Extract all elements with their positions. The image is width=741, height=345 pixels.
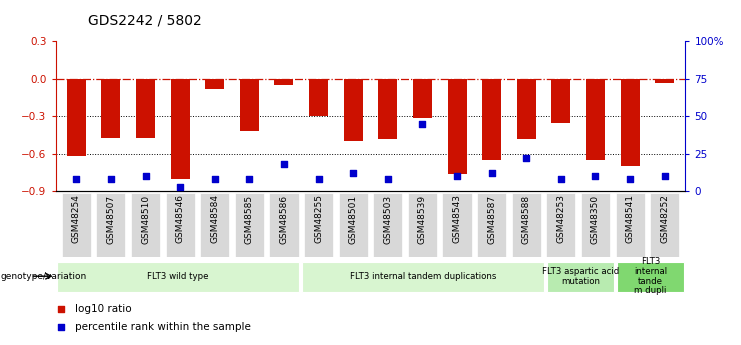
Bar — [270, 193, 299, 257]
Bar — [512, 193, 541, 257]
Text: genotype/variation: genotype/variation — [1, 272, 87, 281]
Point — [348, 171, 359, 176]
Bar — [344, 79, 362, 141]
Bar — [379, 79, 397, 139]
Bar — [57, 262, 299, 292]
Point — [416, 121, 428, 127]
Bar — [448, 79, 467, 174]
Text: log10 ratio: log10 ratio — [76, 304, 132, 314]
Bar — [170, 79, 190, 179]
Bar — [302, 262, 544, 292]
Bar — [551, 79, 571, 123]
Bar — [650, 193, 679, 257]
Bar — [166, 193, 195, 257]
Bar — [616, 193, 645, 257]
Text: GSM48586: GSM48586 — [279, 195, 288, 244]
Point — [278, 162, 290, 167]
Bar — [655, 79, 674, 83]
Point — [244, 177, 256, 182]
Bar — [546, 193, 575, 257]
Text: GSM48585: GSM48585 — [245, 195, 254, 244]
Text: GSM48584: GSM48584 — [210, 195, 219, 244]
Bar — [240, 79, 259, 131]
Bar — [96, 193, 125, 257]
Text: GSM48539: GSM48539 — [418, 195, 427, 244]
Text: GSM48255: GSM48255 — [314, 195, 323, 244]
Text: GSM48546: GSM48546 — [176, 195, 185, 244]
Point — [451, 174, 463, 179]
Text: GSM48503: GSM48503 — [383, 195, 392, 244]
Point — [382, 177, 393, 182]
Bar — [67, 79, 86, 156]
Point — [209, 177, 221, 182]
Bar — [205, 79, 225, 89]
Bar — [516, 79, 536, 139]
Point — [590, 174, 602, 179]
Point — [55, 306, 67, 312]
Text: GSM48252: GSM48252 — [660, 195, 669, 243]
Bar — [136, 79, 155, 138]
Bar — [102, 79, 121, 138]
Text: FLT3 wild type: FLT3 wild type — [147, 272, 209, 281]
Text: FLT3
internal
tande
m dupli: FLT3 internal tande m dupli — [634, 257, 667, 295]
Text: FLT3 internal tandem duplications: FLT3 internal tandem duplications — [350, 272, 496, 281]
Bar — [620, 79, 639, 166]
Text: FLT3 aspartic acid
mutation: FLT3 aspartic acid mutation — [542, 267, 619, 286]
Text: GDS2242 / 5802: GDS2242 / 5802 — [87, 14, 202, 28]
Bar — [482, 79, 501, 160]
Point — [659, 174, 671, 179]
Text: GSM48510: GSM48510 — [141, 195, 150, 244]
Bar — [304, 193, 333, 257]
Bar — [477, 193, 506, 257]
Point — [174, 184, 186, 190]
Bar — [339, 193, 368, 257]
Point — [520, 156, 532, 161]
Point — [105, 177, 117, 182]
Text: GSM48587: GSM48587 — [487, 195, 496, 244]
Bar — [408, 193, 437, 257]
Bar — [62, 193, 91, 257]
Text: GSM48541: GSM48541 — [625, 195, 634, 244]
Point — [70, 177, 82, 182]
Bar — [581, 193, 610, 257]
Bar — [309, 79, 328, 117]
Bar — [442, 193, 471, 257]
Point — [624, 177, 636, 182]
Point — [55, 324, 67, 330]
Point — [313, 177, 325, 182]
Point — [139, 174, 151, 179]
Bar — [547, 262, 614, 292]
Bar — [274, 79, 293, 85]
Text: GSM48501: GSM48501 — [349, 195, 358, 244]
Bar — [200, 193, 229, 257]
Bar — [373, 193, 402, 257]
Text: GSM48254: GSM48254 — [72, 195, 81, 243]
Text: GSM48543: GSM48543 — [453, 195, 462, 244]
Bar — [131, 193, 160, 257]
Bar — [235, 193, 264, 257]
Text: percentile rank within the sample: percentile rank within the sample — [76, 322, 251, 332]
Point — [485, 171, 497, 176]
Text: GSM48253: GSM48253 — [556, 195, 565, 244]
Bar — [413, 79, 432, 118]
Text: GSM48588: GSM48588 — [522, 195, 531, 244]
Bar — [617, 262, 684, 292]
Bar — [586, 79, 605, 160]
Text: GSM48350: GSM48350 — [591, 195, 600, 244]
Point — [555, 177, 567, 182]
Text: GSM48507: GSM48507 — [107, 195, 116, 244]
